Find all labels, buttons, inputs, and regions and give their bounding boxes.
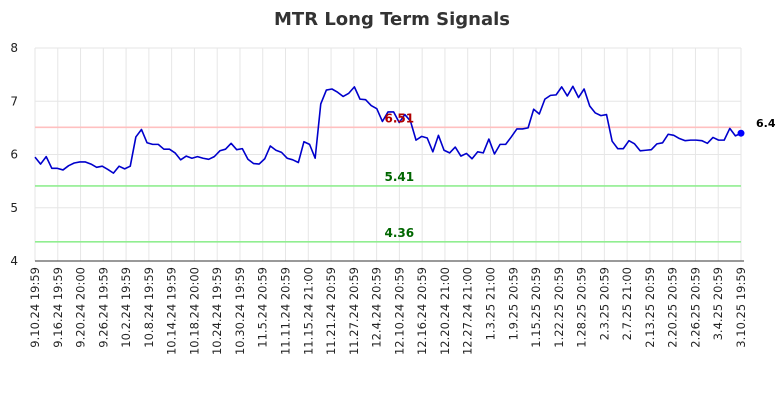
- annotations: 6.51 5.41 4.36 6.4: [384, 111, 775, 239]
- reference-label: 6.51: [384, 111, 414, 125]
- y-tick-label: 4: [10, 254, 18, 268]
- y-tick-label: 6: [10, 148, 18, 162]
- x-tick-label: 1.15.25 20:59: [529, 267, 543, 348]
- x-tick-label: 1.28.25 20:59: [575, 267, 589, 348]
- x-tick-label: 2.13.25 20:59: [643, 267, 657, 348]
- x-tick-label: 11.15.24 21:00: [301, 267, 315, 355]
- x-tick-label: 11.11.24 20:59: [279, 267, 293, 355]
- x-tick-label: 9.16.24 19:59: [51, 267, 65, 348]
- x-tick-label: 2.20.25 20:59: [666, 267, 680, 348]
- x-tick-label: 10.24.24 19:59: [210, 267, 224, 355]
- y-tick-label: 8: [10, 41, 18, 55]
- x-tick-label: 3.4.25 20:59: [711, 267, 725, 340]
- x-tick-label: 10.18.24 20:00: [187, 267, 201, 355]
- x-tick-label: 2.3.25 20:59: [597, 267, 611, 340]
- x-tick-label: 2.7.25 21:00: [620, 267, 634, 340]
- x-tick-label: 10.2.24 19:59: [119, 267, 133, 348]
- x-tick-label: 1.3.25 21:00: [483, 267, 497, 340]
- x-tick-label: 12.10.24 20:59: [392, 267, 406, 355]
- x-tick-label: 11.21.24 20:59: [324, 267, 338, 355]
- y-tick-label: 5: [10, 201, 18, 215]
- x-tick-label: 11.5.24 20:59: [256, 267, 270, 348]
- x-tick-label: 12.16.24 20:59: [415, 267, 429, 355]
- x-tick-label: 12.4.24 20:59: [370, 267, 384, 348]
- axes: 4 5 6 7 8 9.10.24 19:59 9.16.24 19:59 9.20.24 2…: [10, 41, 748, 355]
- x-tick-label: 2.26.25 20:59: [688, 267, 702, 348]
- chart-title: MTR Long Term Signals: [274, 9, 510, 30]
- x-tick-label: 10.14.24 19:59: [165, 267, 179, 355]
- reference-lines: [35, 126, 741, 243]
- x-tick-label: 1.9.25 20:59: [506, 267, 520, 340]
- last-point-marker: [737, 129, 745, 137]
- x-tick-label: 10.30.24 19:59: [233, 267, 247, 355]
- x-tick-label: 3.10.25 19:59: [734, 267, 748, 348]
- x-tick-label: 9.20.24 20:00: [74, 267, 88, 348]
- x-tick-label: 12.27.24 21:00: [461, 267, 475, 355]
- x-tick-label: 12.20.24 21:00: [438, 267, 452, 355]
- reference-label: 4.36: [384, 226, 414, 240]
- x-tick-label: 11.27.24 20:59: [347, 267, 361, 355]
- x-tick-label: 1.22.25 20:59: [552, 267, 566, 348]
- series-group: [34, 85, 742, 174]
- x-tick-label: 9.26.24 19:59: [96, 267, 110, 348]
- last-value-label: 6.4: [756, 117, 776, 130]
- x-tick-label: 10.8.24 19:59: [142, 267, 156, 348]
- y-tick-label: 7: [10, 94, 18, 108]
- series-line: [34, 85, 742, 174]
- reference-label: 5.41: [384, 170, 414, 184]
- x-tick-label: 9.10.24 19:59: [28, 267, 42, 348]
